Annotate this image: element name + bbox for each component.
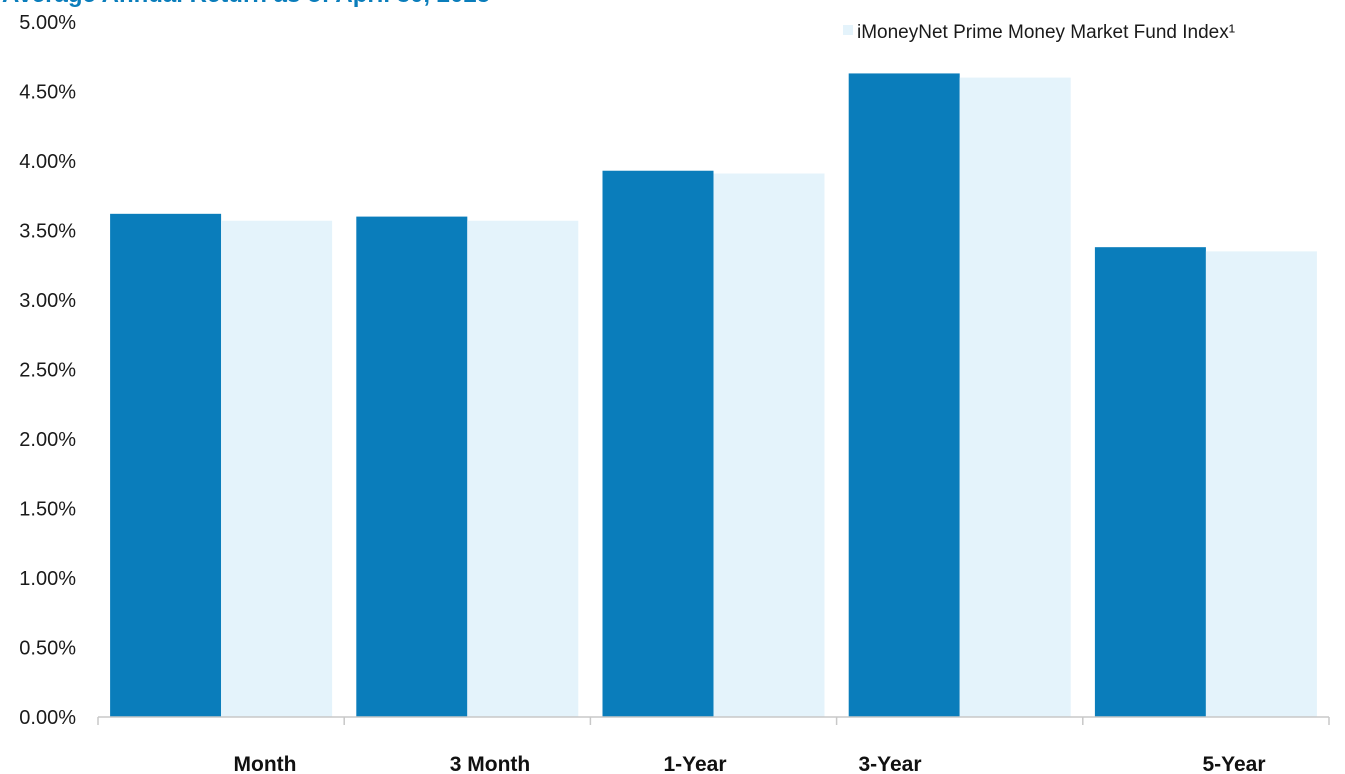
y-tick-label: 5.00%	[19, 12, 76, 34]
y-tick-label: 1.50%	[19, 499, 76, 521]
y-tick-label: 4.00%	[19, 151, 76, 173]
bar-index-3-month	[467, 220, 579, 717]
legend-label-index: iMoneyNet Prime Money Market Fund Index¹	[857, 22, 1235, 43]
y-tick-label: 2.50%	[19, 360, 76, 382]
bar-fund-5-year	[1094, 247, 1206, 717]
bar-fund-1-year	[602, 170, 714, 718]
chart-title: Average Annual Return as of April 30, 20…	[2, 0, 490, 8]
y-axis: 0.00% 0.50% 1.00% 1.50% 2.00% 2.50% 3.00% 3.50%…	[19, 12, 76, 729]
x-category-label: Month	[234, 753, 297, 774]
y-tick-label: 4.50%	[19, 82, 76, 104]
x-category-label: 1-Year	[663, 753, 726, 774]
legend: iMoneyNet Prime Money Market Fund Index¹	[843, 22, 1235, 43]
bar-index-5-year	[1205, 251, 1317, 717]
legend-swatch-index	[843, 25, 853, 35]
bar-fund-3-month	[356, 216, 468, 717]
y-tick-label: 0.50%	[19, 638, 76, 660]
y-tick-label: 2.00%	[19, 429, 76, 451]
y-tick-label: 1.00%	[19, 568, 76, 590]
y-tick-label: 0.00%	[19, 707, 76, 729]
bar-fund-month	[110, 213, 222, 717]
x-category-label: 3-Year	[858, 753, 921, 774]
bar-fund-3-year	[848, 73, 960, 718]
y-tick-label: 3.00%	[19, 290, 76, 312]
bar-index-1-year	[713, 173, 825, 717]
x-category-label: 5-Year	[1202, 753, 1265, 774]
y-tick-label: 3.50%	[19, 221, 76, 243]
x-category-label: 3 Month	[450, 753, 530, 774]
bar-index-3-year	[959, 77, 1071, 718]
bar-index-month	[221, 220, 333, 717]
x-axis: Month 3 Month 1-Year 3-Year 5-Year	[97, 716, 1330, 774]
bars	[110, 73, 1317, 718]
